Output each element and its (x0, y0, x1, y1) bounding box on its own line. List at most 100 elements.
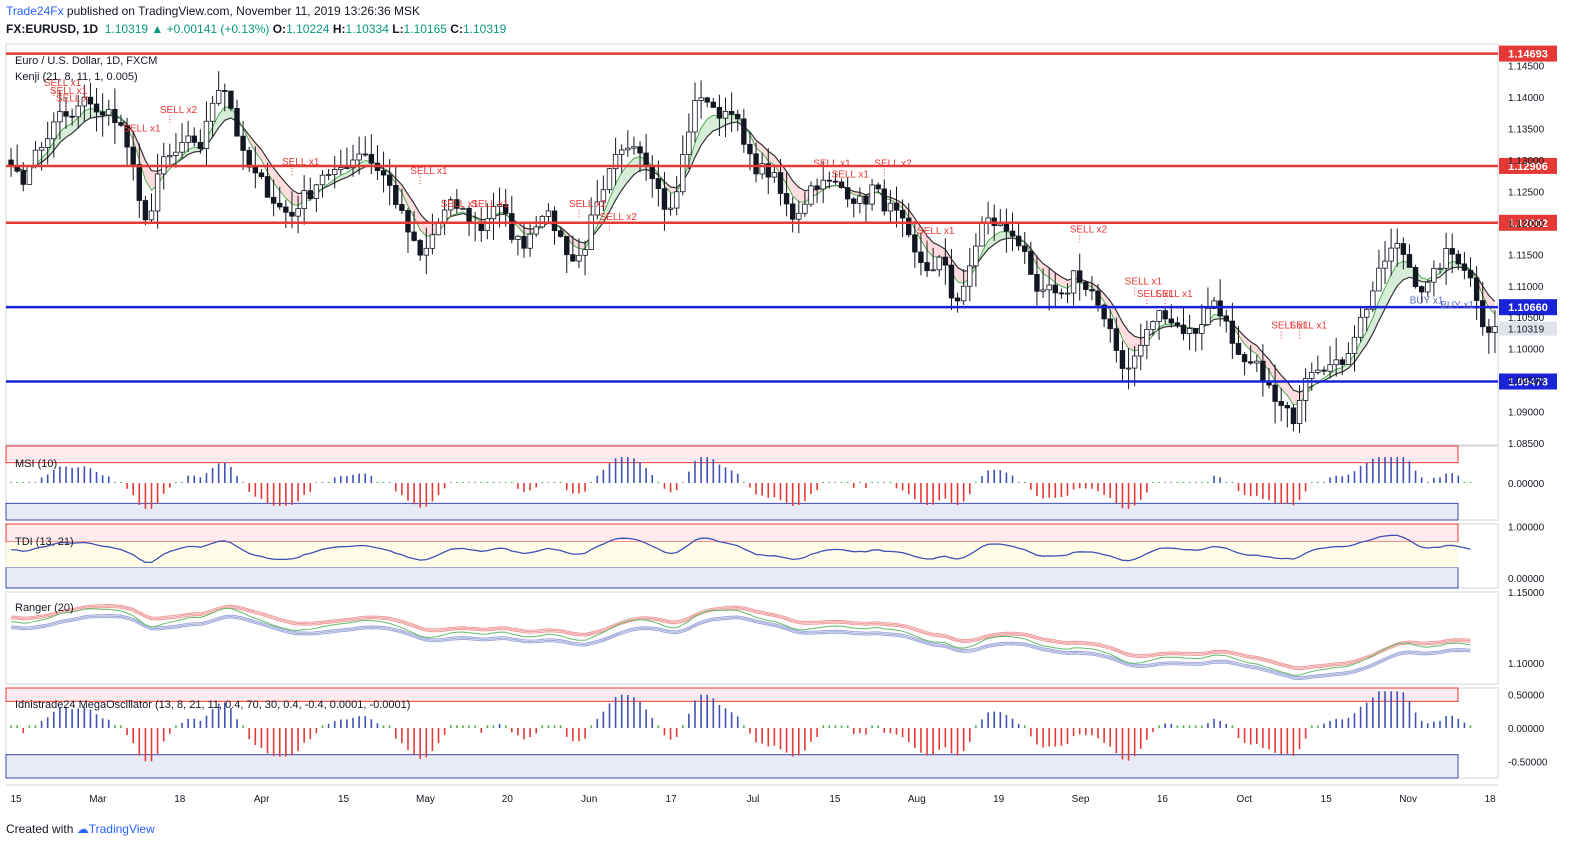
tdi-pane[interactable]: 1.00000 0.00000 (5, 523, 1545, 589)
candle-body (1101, 304, 1107, 320)
candle-body (1449, 248, 1455, 255)
kenji-cloud (1275, 367, 1282, 390)
candle-body (478, 223, 484, 232)
tdi-line (11, 534, 1471, 564)
candle-body (1040, 289, 1046, 292)
candle-body (466, 207, 472, 223)
created-with: Created with (6, 822, 74, 836)
candle-body (570, 254, 576, 262)
kenji-cloud (694, 127, 702, 158)
publisher-name[interactable]: Trade24Fx (6, 4, 64, 18)
msi-pane[interactable]: 0.00000 (5, 445, 1545, 521)
ranger-mid-line (11, 607, 1471, 676)
candle-body (954, 297, 961, 302)
kenji-cloud (218, 106, 225, 128)
candle-body (307, 190, 313, 200)
candle-body (142, 200, 149, 221)
kenji-cloud (1000, 231, 1007, 241)
candle-body (673, 191, 680, 209)
candle-body (1327, 364, 1333, 372)
chart-canvas[interactable]: 1.14693 1.12906 1.12002 1.10660 1.09478 1.145… (0, 40, 1572, 820)
candle-body (619, 149, 625, 155)
candle-body (1364, 308, 1370, 318)
kenji-cloud (578, 241, 586, 249)
ranger-lower-line (11, 613, 1471, 678)
candle-body (1321, 369, 1327, 372)
low-label: L: (392, 22, 404, 36)
candle-body (368, 154, 375, 164)
candle-body (625, 147, 631, 151)
y-tick-label: 0.00000 (1508, 724, 1545, 735)
candle-body (1357, 316, 1364, 338)
candle-body (1089, 289, 1095, 292)
candle-body (1052, 284, 1058, 294)
candle-body (51, 121, 57, 140)
kenji-cloud (664, 181, 671, 194)
change-value: +0.00141 (+0.13%) (166, 22, 270, 36)
candle-body (1241, 354, 1248, 363)
ranger-pane[interactable]: 1.15000 1.10000 (5, 588, 1545, 685)
sell-signal-label: SELL x1 (1125, 277, 1163, 288)
candle-body (75, 105, 81, 118)
candle-body (502, 204, 509, 214)
kenji-indicator-label: Kenji (21, 8, 11, 1, 0.005) (15, 71, 138, 83)
candle-body (313, 184, 320, 200)
candle-body (1302, 378, 1309, 401)
candle-body (38, 147, 45, 151)
mega-oscillator-pane[interactable]: 0.50000 0.00000 -0.50000 (5, 687, 1548, 779)
x-tick-label: Aug (908, 794, 926, 805)
kenji-cloud (145, 160, 152, 191)
candle-body (582, 249, 588, 256)
candle-body (765, 163, 771, 178)
candle-body (533, 226, 539, 235)
sell-signal-label: SELL x1 (441, 199, 479, 210)
kenji-cloud (1366, 317, 1373, 345)
kenji-cloud (1421, 277, 1428, 282)
candle-body (1083, 281, 1089, 290)
candle-body (185, 135, 191, 143)
osc-upper-band (5, 687, 1459, 702)
kenji-cloud (988, 235, 995, 250)
candle-body (1443, 248, 1449, 269)
candle-body (808, 185, 814, 205)
kenji-cloud (1128, 331, 1135, 352)
candle-body (1260, 360, 1266, 383)
ranger-lower-line (11, 616, 1471, 681)
candle-body (1345, 353, 1352, 365)
kenji-cloud (1482, 286, 1489, 308)
candle-body (948, 264, 955, 299)
candle-body (1186, 328, 1193, 334)
main-pane-frame (5, 43, 1499, 446)
kenji-cloud (340, 172, 347, 180)
candle-body (557, 230, 564, 237)
candle-body (906, 217, 912, 236)
kenji-cloud (1488, 295, 1495, 315)
candle-body (564, 236, 570, 256)
candle-body (283, 206, 289, 213)
level-price-label: 1.09478 (1508, 377, 1548, 389)
candle-body (698, 97, 704, 101)
candle-body (1431, 267, 1437, 283)
kenji-cloud (1372, 301, 1379, 334)
kenji-cloud (1116, 310, 1123, 339)
tradingview-brand[interactable]: TradingView (88, 822, 155, 836)
x-tick-label: 18 (1484, 794, 1496, 805)
kenji-cloud (1385, 274, 1392, 309)
kenji-cloud (334, 175, 341, 183)
main-price-pane[interactable]: 1.14693 1.12906 1.12002 1.10660 1.09478 1.145… (5, 43, 1557, 450)
candle-body (448, 199, 454, 211)
candle-body (1211, 300, 1217, 309)
candle-body (643, 152, 649, 167)
candle-body (722, 110, 729, 119)
kenji-cloud (1269, 359, 1276, 381)
y-tick-label: 1.09500 (1508, 376, 1545, 387)
candle-body (967, 265, 973, 287)
candle-body (332, 169, 338, 175)
kenji-cloud (896, 199, 903, 209)
candle-body (893, 202, 900, 211)
candle-body (832, 180, 839, 183)
change-arrow-icon: ▲ (151, 22, 164, 36)
candle-body (429, 234, 436, 249)
candle-body (527, 233, 533, 249)
tradingview-logo-icon[interactable]: ☁ (76, 822, 89, 836)
